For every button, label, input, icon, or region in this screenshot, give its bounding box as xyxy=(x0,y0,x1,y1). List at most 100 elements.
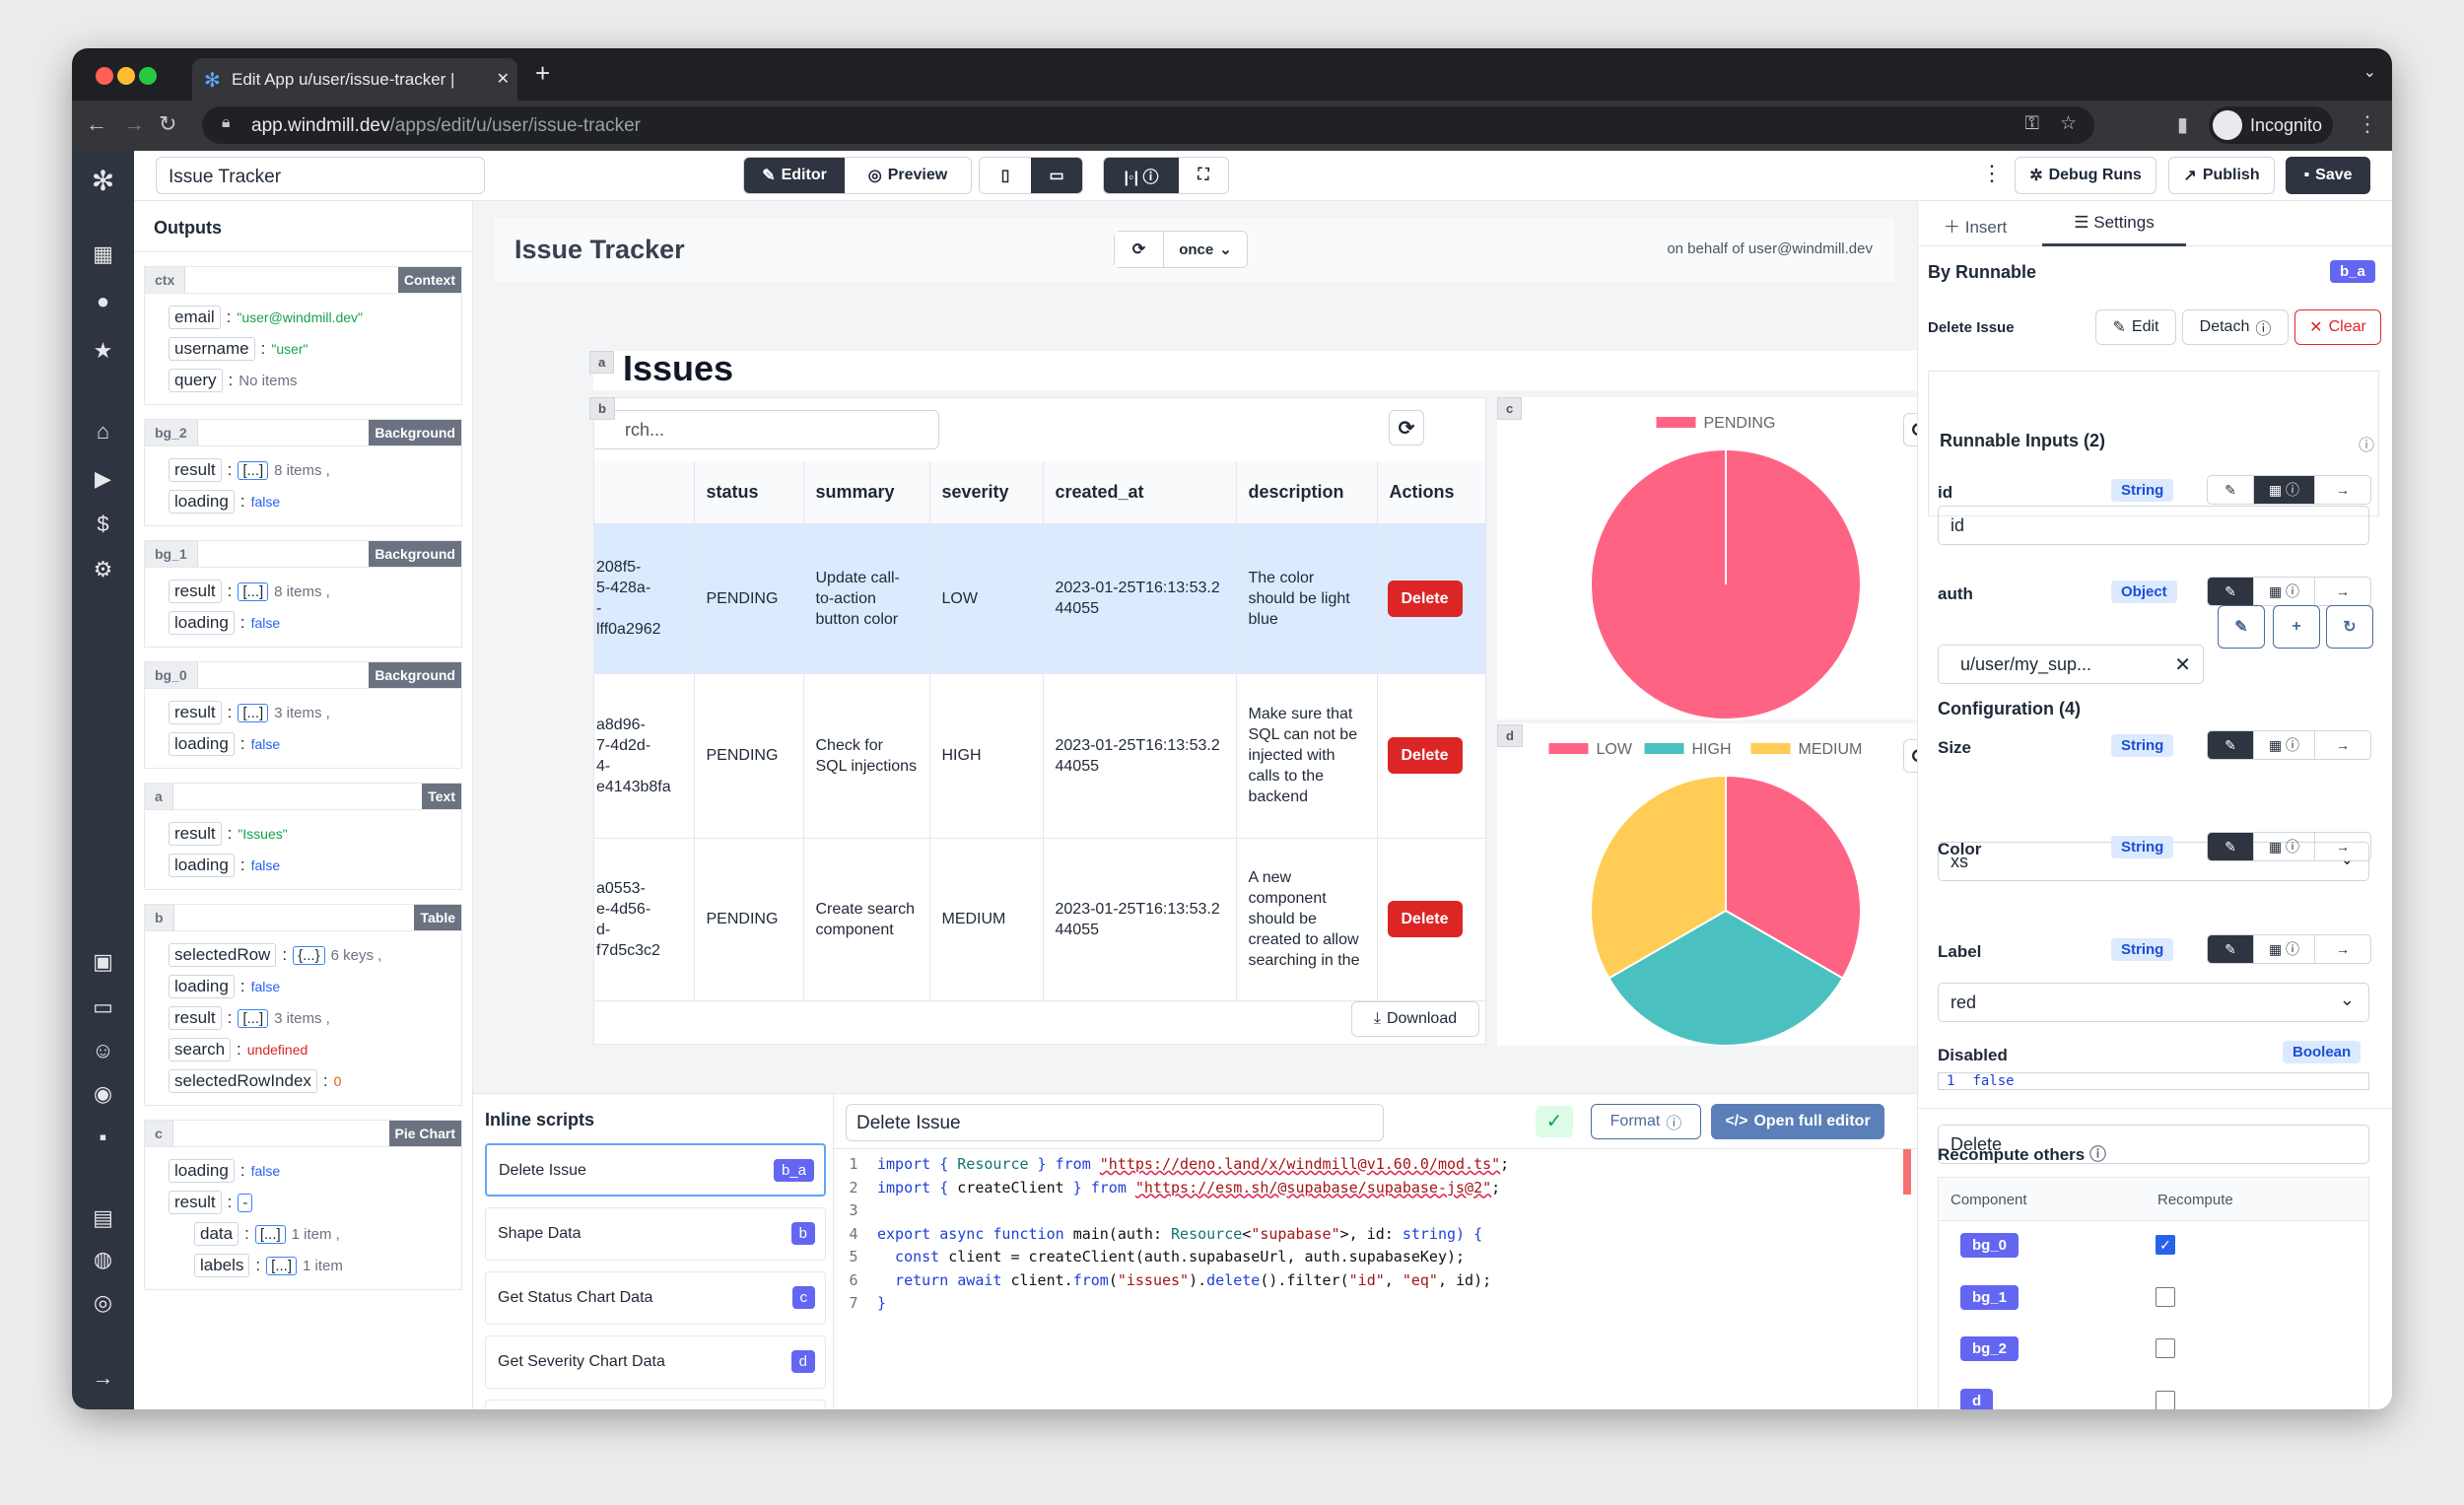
refresh-mode-dropdown[interactable]: once ⌄ xyxy=(1164,232,1247,267)
expand-toggle[interactable]: [...] xyxy=(238,1008,269,1028)
static-mode-pencil-icon[interactable]: ✎ xyxy=(2208,578,2253,605)
column-header[interactable]: summary xyxy=(803,461,930,524)
expand-toggle[interactable]: {...} xyxy=(293,945,325,965)
code-content[interactable]: import { Resource } from "https://deno.l… xyxy=(877,1155,1509,1318)
label-input[interactable]: Delete xyxy=(1938,1125,2369,1164)
debug-runs-button[interactable]: ✲ Debug Runs xyxy=(2015,157,2156,194)
close-tab-icon[interactable]: ✕ xyxy=(496,71,510,88)
script-name-input[interactable]: Delete Issue xyxy=(846,1104,1384,1141)
full-width-button[interactable]: ⛶ xyxy=(1179,158,1228,193)
eval-arrow-icon[interactable]: → xyxy=(2314,578,2370,605)
table-refresh-icon[interactable]: ⟳ xyxy=(1389,410,1424,445)
component-tag-d[interactable]: d xyxy=(1497,724,1523,747)
folder-icon[interactable]: ▭ xyxy=(93,994,113,1019)
column-header[interactable]: description xyxy=(1236,461,1378,524)
groups-icon[interactable]: ☺ xyxy=(92,1038,114,1062)
connect-mode-grid-icon[interactable]: ▦ ⓘ xyxy=(2253,833,2314,860)
tab-insert[interactable]: ＋ Insert xyxy=(1944,218,2008,237)
static-mode-pencil-icon[interactable]: ✎ xyxy=(2208,935,2253,963)
delete-button[interactable]: Delete xyxy=(1387,737,1463,774)
bookmark-star-icon[interactable]: ☆ xyxy=(2059,113,2077,134)
component-id[interactable]: bg_2 xyxy=(145,420,198,445)
back-icon[interactable]: ← xyxy=(86,111,107,136)
recompute-checkbox[interactable] xyxy=(2156,1286,2175,1307)
close-window-button[interactable] xyxy=(96,67,113,85)
component-id[interactable]: a xyxy=(145,784,173,809)
url-field[interactable]: 🔒︎ app.windmill.dev/apps/edit/u/user/iss… xyxy=(202,106,2094,144)
home-icon[interactable]: ⌂ xyxy=(96,419,110,444)
reload-icon[interactable]: ↻ xyxy=(159,111,177,136)
inline-script-item[interactable]: Delete Issue b_a xyxy=(485,1143,826,1197)
forward-icon[interactable]: → xyxy=(123,111,145,136)
table-row[interactable]: a8d96- 7-4d2d- 4- e4143b8fa PENDING Check … xyxy=(594,673,1485,839)
download-button[interactable]: ⤓ Download xyxy=(1351,1001,1479,1037)
connect-mode-grid-icon[interactable]: ▦ ⓘ xyxy=(2253,476,2314,504)
disabled-code-input[interactable]: 1 false xyxy=(1938,1072,2369,1090)
eye-icon[interactable]: ◉ xyxy=(93,1081,113,1106)
color-select[interactable]: red ⌄ xyxy=(1938,983,2369,1022)
format-button[interactable]: Format ⓘ xyxy=(1591,1104,1701,1139)
inline-script-item[interactable]: Get Status Chart Data c xyxy=(485,1271,826,1325)
component-id[interactable]: bg_1 xyxy=(145,541,198,567)
pie-slice-low[interactable] xyxy=(1725,774,1862,980)
recompute-checkbox[interactable]: ✓ xyxy=(2156,1235,2175,1255)
component-id[interactable]: ctx xyxy=(145,267,186,293)
auth-resource-picker[interactable]: u/user/my_sup... ✕ xyxy=(1938,645,2204,684)
eval-arrow-icon[interactable]: → xyxy=(2314,731,2370,759)
component-tag-b[interactable]: b xyxy=(589,397,615,420)
static-mode-pencil-icon[interactable]: ✎ xyxy=(2208,833,2253,860)
resources-icon[interactable]: ⚙ xyxy=(93,557,113,581)
eval-arrow-icon[interactable]: → xyxy=(2314,833,2370,860)
column-header[interactable]: status xyxy=(694,461,804,524)
inline-script-item[interactable]: Shape Data b xyxy=(485,1207,826,1261)
detach-button[interactable]: Detach ⓘ xyxy=(2182,309,2289,345)
play-icon[interactable]: ▶ xyxy=(95,466,111,491)
refresh-icon[interactable]: ⟳ xyxy=(1115,232,1164,267)
column-header[interactable]: severity xyxy=(929,461,1044,524)
browser-tab[interactable]: ✻ Edit App u/user/issue-tracker | ✕ xyxy=(192,58,517,101)
clear-x-icon[interactable]: ✕ xyxy=(2174,654,2191,676)
eval-arrow-icon[interactable]: → xyxy=(2314,476,2370,504)
mobile-view-button[interactable]: ▯ xyxy=(980,158,1031,193)
connect-mode-grid-icon[interactable]: ▦ ⓘ xyxy=(2253,935,2314,963)
table-search-input[interactable]: rch... xyxy=(594,410,939,449)
preview-mode-button[interactable]: ◎ Preview xyxy=(845,158,971,193)
expand-toggle[interactable]: [...] xyxy=(254,1224,286,1244)
editor-scrollbar[interactable] xyxy=(1903,1149,1911,1195)
id-input[interactable]: id xyxy=(1938,506,2369,545)
maximize-window-button[interactable] xyxy=(139,67,157,85)
tab-settings[interactable]: ☰ Settings xyxy=(2042,201,2186,246)
app-name-input[interactable]: Issue Tracker xyxy=(156,157,485,194)
open-full-editor-button[interactable]: </> Open full editor xyxy=(1711,1104,1884,1139)
delete-button[interactable]: Delete xyxy=(1387,901,1463,937)
static-mode-pencil-icon[interactable]: ✎ xyxy=(2208,731,2253,759)
component-id[interactable]: c xyxy=(145,1121,173,1146)
windmill-logo-icon[interactable]: ✻ xyxy=(91,166,115,196)
side-panel-icon[interactable]: ▮ xyxy=(2177,114,2189,136)
static-mode-pencil-icon[interactable]: ✎ xyxy=(2224,481,2236,498)
password-key-icon[interactable]: ⚿ xyxy=(2024,113,2039,134)
new-tab-button[interactable]: + xyxy=(535,58,551,88)
inline-script-item[interactable]: Create Issuer xyxy=(485,1400,826,1409)
column-header[interactable] xyxy=(594,461,695,524)
expand-toggle[interactable]: [...] xyxy=(266,1256,297,1275)
expand-toggle[interactable]: [...] xyxy=(238,703,269,722)
edit-resource-button[interactable]: ✎ xyxy=(2218,605,2265,649)
more-menu-icon[interactable]: ⋮ xyxy=(1981,161,2003,185)
recompute-checkbox[interactable] xyxy=(2156,1390,2175,1409)
clear-button[interactable]: ✕ Clear xyxy=(2294,309,2381,345)
table-row[interactable]: 208f5- 5-428a- - lff0a2962 PENDING Update … xyxy=(594,523,1485,674)
eval-arrow-icon[interactable]: → xyxy=(2314,935,2370,963)
calendar-icon[interactable]: ▣ xyxy=(93,949,113,974)
pie-slice-medium[interactable] xyxy=(1590,774,1727,980)
expand-toggle[interactable]: - xyxy=(238,1193,253,1212)
minimize-window-button[interactable] xyxy=(117,67,135,85)
bot-icon[interactable]: ▪ xyxy=(99,1125,107,1149)
github-icon[interactable]: ◎ xyxy=(93,1290,113,1315)
browser-menu-icon[interactable]: ⋮ xyxy=(2357,111,2378,136)
connect-mode-grid-icon[interactable]: ▦ ⓘ xyxy=(2253,578,2314,605)
discord-icon[interactable]: ◍ xyxy=(93,1247,113,1271)
incognito-profile-button[interactable]: Incognito xyxy=(2209,106,2333,144)
save-button[interactable]: ▪ Save xyxy=(2286,157,2370,194)
column-header[interactable]: created_at xyxy=(1043,461,1237,524)
